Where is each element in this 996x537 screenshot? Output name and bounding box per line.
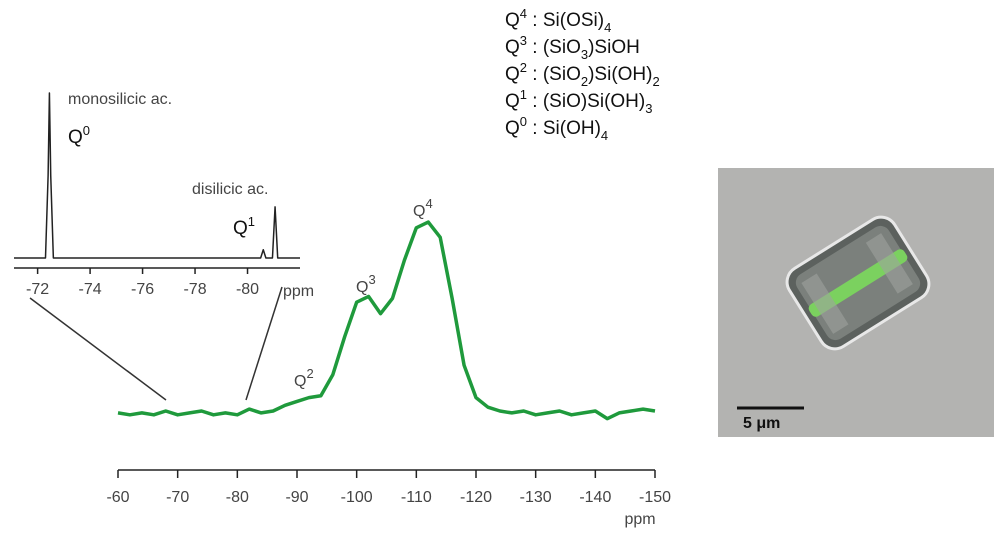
x-tick-label: -90 <box>285 489 308 506</box>
peak-label: Q3 <box>356 272 376 296</box>
spectrum-line <box>117 220 656 421</box>
formula: Q2 : (SiO2)Si(OH)2 <box>505 60 660 89</box>
x-tick-label: -130 <box>520 489 552 506</box>
spectrum-line <box>14 92 300 259</box>
micrograph: 5 μm <box>718 168 994 437</box>
annotation: Q0 <box>68 123 90 148</box>
formula: Q4 : Si(OSi)4 <box>505 6 611 35</box>
annotation: monosilicic ac. <box>68 91 172 108</box>
x-tick-label: -74 <box>79 281 102 298</box>
connector <box>245 286 283 401</box>
annotation: Q1 <box>233 214 255 239</box>
formula: Q1 : (SiO)Si(OH)3 <box>505 87 652 116</box>
x-tick-label: -60 <box>106 489 129 506</box>
formula: Q0 : Si(OH)4 <box>505 114 608 143</box>
x-tick-label: -78 <box>183 281 206 298</box>
x-tick-label: -110 <box>401 489 432 506</box>
x-tick-label: -150 <box>639 489 671 506</box>
x-tick-label: -120 <box>460 489 492 506</box>
x-tick-label: -76 <box>131 281 154 298</box>
peak-label: Q2 <box>294 366 314 390</box>
scale-label: 5 μm <box>743 415 780 432</box>
x-axis-label: ppm <box>283 283 314 300</box>
peak-label: Q4 <box>413 196 433 220</box>
x-tick-label: -70 <box>166 489 189 506</box>
x-axis-label: ppm <box>624 511 655 528</box>
formula: Q3 : (SiO3)SiOH <box>505 33 640 62</box>
x-tick-label: -140 <box>579 489 611 506</box>
x-tick-label: -100 <box>341 489 373 506</box>
x-tick-label: -80 <box>236 281 259 298</box>
x-tick-label: -80 <box>226 489 249 506</box>
x-tick-label: -72 <box>26 281 49 298</box>
annotation: disilicic ac. <box>192 181 268 198</box>
connector <box>29 297 167 401</box>
